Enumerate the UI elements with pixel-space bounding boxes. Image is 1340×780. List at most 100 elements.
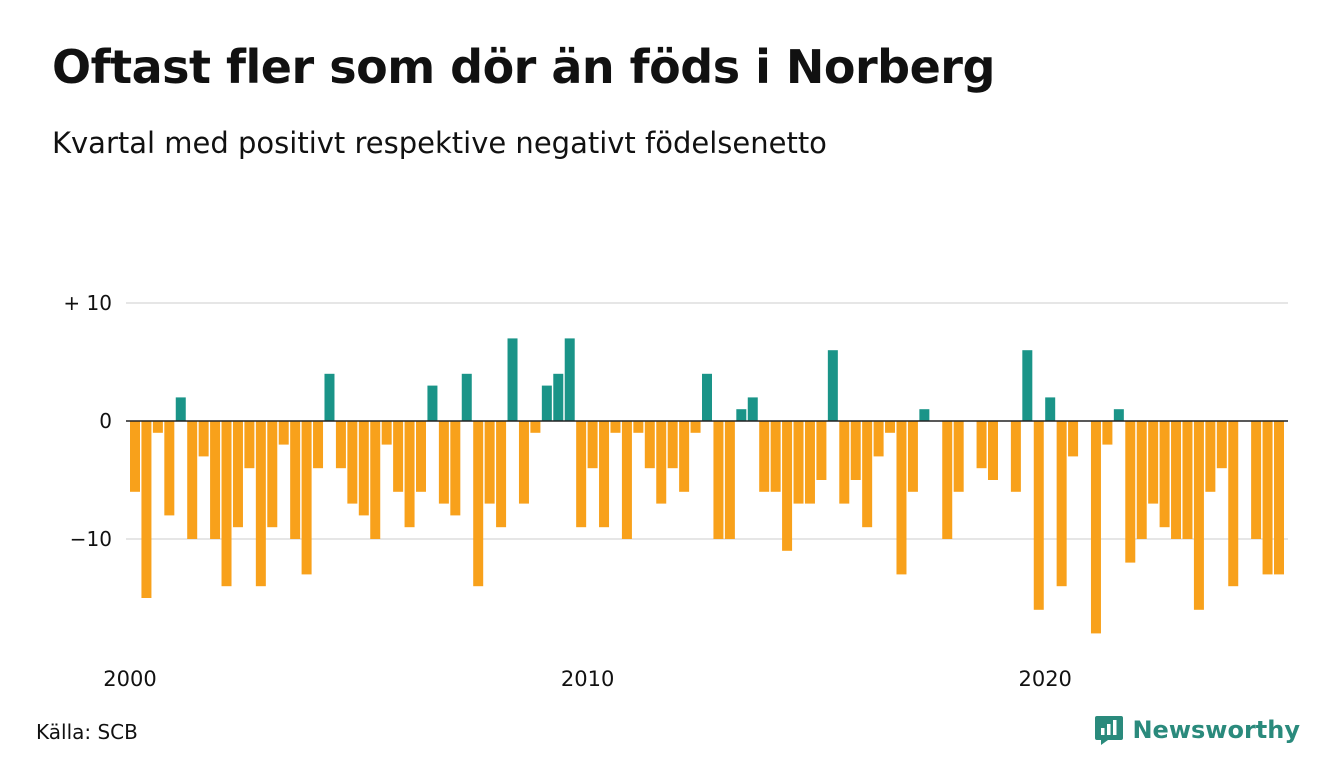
bar <box>564 338 575 421</box>
bar <box>988 421 998 480</box>
bar <box>278 421 289 445</box>
bar <box>313 421 324 469</box>
bar <box>473 421 484 587</box>
y-tick-label: −10 <box>70 527 112 551</box>
bar <box>667 421 678 469</box>
bar <box>1010 421 1021 492</box>
bar <box>1182 421 1193 539</box>
bar <box>290 421 301 539</box>
bar <box>850 421 861 480</box>
x-tick-label: 2010 <box>561 667 614 691</box>
bar <box>541 385 552 421</box>
bar <box>553 373 564 421</box>
bar <box>152 421 163 433</box>
bar <box>324 373 335 421</box>
bar <box>187 421 198 539</box>
bar <box>1159 421 1170 528</box>
bar <box>1205 421 1216 492</box>
bar <box>530 421 541 433</box>
bar <box>130 421 140 492</box>
bar <box>393 421 404 492</box>
bar <box>347 421 358 504</box>
bar <box>942 421 953 539</box>
bar <box>221 421 232 587</box>
bar <box>484 421 495 504</box>
bar <box>1136 421 1147 539</box>
bar <box>747 397 758 421</box>
bar <box>724 421 735 539</box>
bar <box>404 421 415 528</box>
bar <box>1056 421 1067 587</box>
bar <box>1251 421 1262 539</box>
bar <box>827 350 838 421</box>
bar <box>644 421 655 469</box>
bar <box>1193 421 1204 610</box>
bar <box>782 421 793 551</box>
chart-title: Oftast fler som dör än föds i Norberg <box>52 40 995 94</box>
y-axis-labels: + 10 0 −10 <box>63 291 112 551</box>
bar <box>267 421 278 528</box>
bar <box>198 421 209 457</box>
bar <box>690 421 701 433</box>
bar <box>461 373 472 421</box>
bar <box>381 421 392 445</box>
bar <box>1090 421 1101 634</box>
bar <box>885 421 896 433</box>
bar <box>896 421 907 575</box>
bar <box>175 397 186 421</box>
brand-logo: Newsworthy <box>1094 712 1300 748</box>
bar <box>1274 421 1284 575</box>
bar <box>232 421 243 528</box>
bar <box>1102 421 1113 445</box>
bar <box>873 421 884 457</box>
chart-subtitle: Kvartal med positivt respektive negativt… <box>52 126 827 160</box>
bar <box>1171 421 1182 539</box>
bar <box>358 421 369 516</box>
bar <box>370 421 381 539</box>
bar <box>1125 421 1136 563</box>
bar <box>1262 421 1273 575</box>
bar <box>335 421 346 469</box>
bar <box>839 421 850 504</box>
y-tick-label: 0 <box>99 409 112 433</box>
source-note: Källa: SCB <box>36 720 138 744</box>
bar <box>976 421 987 469</box>
bar <box>759 421 770 492</box>
bar <box>702 373 712 421</box>
bar <box>713 421 724 539</box>
bar <box>599 421 610 528</box>
bar <box>1022 350 1033 421</box>
bars <box>130 338 1284 634</box>
bar <box>1068 421 1079 457</box>
bar <box>679 421 690 492</box>
bar <box>210 421 221 539</box>
bar <box>1045 397 1056 421</box>
bar <box>621 421 632 539</box>
y-tick-label: + 10 <box>63 291 112 315</box>
bar <box>518 421 529 504</box>
bar <box>427 385 438 421</box>
x-tick-label: 2000 <box>103 667 156 691</box>
bar <box>496 421 507 528</box>
bar <box>804 421 815 504</box>
bar <box>450 421 461 516</box>
bar <box>576 421 587 528</box>
newsworthy-logo-icon <box>1095 716 1124 745</box>
x-tick-label: 2020 <box>1018 667 1071 691</box>
bar-chart: + 10 0 −10 2000 2010 2020 <box>63 291 1288 691</box>
bar <box>656 421 667 504</box>
bar <box>633 421 644 433</box>
bar <box>770 421 781 492</box>
brand-name: Newsworthy <box>1132 716 1300 744</box>
bar <box>416 421 426 492</box>
bar <box>1216 421 1227 469</box>
bar <box>141 421 152 598</box>
x-axis-labels: 2000 2010 2020 <box>103 667 1072 691</box>
bar <box>610 421 621 433</box>
bar <box>1148 421 1159 504</box>
bar <box>587 421 598 469</box>
bar <box>816 421 827 480</box>
bar <box>1228 421 1239 587</box>
bar <box>919 409 930 421</box>
bar <box>953 421 964 492</box>
